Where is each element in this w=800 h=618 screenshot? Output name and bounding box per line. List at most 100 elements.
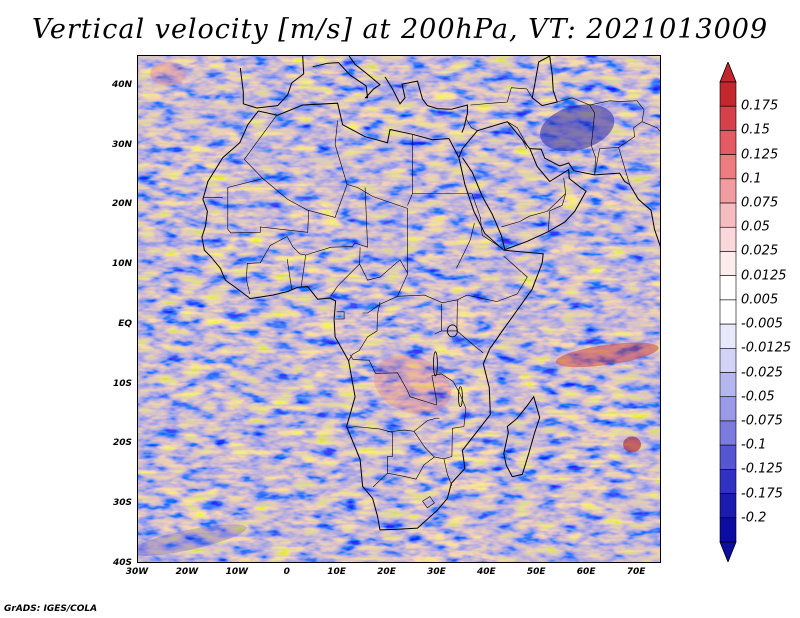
colorbar-bin [719, 105, 737, 131]
colorbar-label: -0.075 [741, 413, 783, 429]
lat-tick-label: 10S [112, 378, 132, 389]
border-line [244, 159, 408, 218]
colorbar-bin [719, 299, 737, 325]
border-line [456, 330, 484, 354]
border-line [286, 259, 294, 290]
colorbar-bin [719, 202, 737, 228]
border-line [300, 254, 306, 287]
border-line [397, 208, 528, 304]
colorbar-label: 0.175 [741, 98, 779, 114]
lake-outline [457, 386, 463, 408]
lon-tick-label: 0 [283, 567, 290, 577]
colorbar-bottom-arrow [719, 541, 737, 562]
border-line [346, 426, 393, 474]
coastline-iran_coast [529, 148, 660, 248]
border-line [362, 296, 398, 314]
coastlines [201, 56, 660, 531]
colorbar-label: -0.125 [741, 461, 783, 477]
colorbar-label: 0.0125 [741, 268, 787, 284]
lat-tick-label: EQ [118, 318, 132, 329]
lon-tick-label: 40E [476, 567, 496, 577]
colorbar-bin [719, 323, 737, 349]
border-line [501, 177, 567, 228]
border-line [556, 97, 596, 175]
colorbar-label: 0.15 [741, 122, 770, 138]
border-line [372, 472, 388, 488]
colorbar-bin [719, 372, 737, 398]
country-borders [203, 87, 660, 509]
colorbar-bin [719, 348, 737, 373]
colorbar-label: -0.05 [741, 389, 775, 405]
border-line [618, 147, 630, 185]
lon-tick-label: 50E [526, 567, 546, 577]
lake-outline [433, 351, 438, 377]
colorbar-label: -0.175 [741, 486, 783, 502]
colorbar-bin [719, 275, 737, 301]
colorbar-bin [719, 178, 737, 204]
colorbar-bin [719, 469, 737, 494]
colorbar-label: 0.005 [741, 292, 779, 308]
colorbar [719, 62, 737, 562]
border-line [335, 311, 345, 320]
coastline-arabia [458, 121, 587, 251]
border-line [334, 144, 348, 185]
lon-tick-label: 20E [377, 567, 396, 577]
border-line [470, 87, 533, 106]
border-line [348, 302, 381, 361]
iran-descent-patch [540, 104, 615, 152]
lat-tick-label: 20S [112, 438, 132, 449]
border-line [244, 115, 277, 160]
coastline-iberia [239, 56, 305, 109]
border-line [471, 193, 503, 249]
coastline-africa [201, 102, 544, 531]
colorbar-label: -0.2 [741, 510, 767, 526]
cyclone-ascent-spot [623, 436, 642, 453]
border-line [334, 120, 338, 145]
colorbar-bin [719, 396, 737, 422]
colorbar-bin [719, 130, 737, 155]
lon-tick-label: 60E [576, 567, 596, 577]
lat-tick-label: 20N [111, 199, 132, 210]
colorbar-bin [719, 226, 737, 252]
lat-tick-label: 40S [112, 558, 132, 568]
colorbar-label: -0.005 [741, 316, 783, 332]
border-line [413, 431, 435, 458]
colorbar-label: 0.1 [741, 171, 762, 187]
colorbar-bin [719, 420, 737, 446]
lat-tick-label: 10N [111, 259, 132, 270]
lon-tick-label: 70E [626, 567, 646, 577]
colorbar-label: -0.1 [741, 437, 767, 453]
coastline-caspian [531, 56, 558, 107]
lon-tick-label: 10W [225, 567, 249, 577]
colorbar-label: 0.075 [741, 195, 779, 211]
map-panel [137, 55, 661, 563]
colorbar-label: 0.025 [741, 243, 779, 259]
colorbar-bin [719, 81, 737, 107]
colorbar-bin [719, 493, 737, 519]
colorbar-bin [719, 517, 737, 543]
lon-tick-label: 20W [175, 567, 199, 577]
border-line [456, 223, 475, 269]
colorbar-label: 0.125 [741, 147, 779, 163]
ocean-ascent-band [555, 342, 659, 368]
field-features [138, 61, 659, 556]
border-line [359, 247, 408, 281]
vertical-velocity-field [138, 56, 660, 562]
colorbar-top-arrow [719, 62, 737, 83]
lat-tick-label: 30N [111, 139, 132, 150]
northwest-ascent [149, 61, 186, 86]
border-line [547, 193, 566, 232]
lon-tick-label: 30E [427, 567, 446, 577]
coastline-madagascar [503, 395, 541, 478]
border-line [507, 121, 528, 146]
coastline-greece_turkey [384, 76, 468, 133]
border-line [245, 187, 368, 294]
lat-tick-label: 40N [111, 79, 132, 90]
colorbar-bin [719, 444, 737, 470]
border-line [330, 263, 360, 297]
lat-tick-label: 30S [112, 498, 132, 509]
central-africa-ascent [373, 355, 452, 415]
border-line [465, 117, 478, 131]
border-line [522, 139, 528, 149]
colorbar-label: 0.05 [741, 219, 770, 235]
